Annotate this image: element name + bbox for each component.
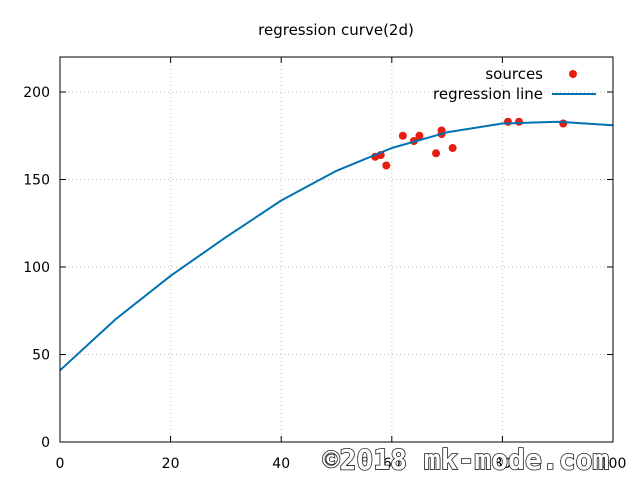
x-tick-label: 60 — [383, 456, 401, 472]
data-point — [559, 119, 568, 128]
data-point — [398, 131, 407, 140]
data-point — [382, 161, 391, 170]
data-point — [503, 117, 512, 126]
x-tick-label: 100 — [600, 456, 627, 472]
legend-point-swatch — [569, 70, 577, 78]
series-layer — [59, 117, 614, 372]
regression-line — [59, 120, 614, 372]
data-point — [415, 131, 424, 140]
grid — [60, 57, 613, 442]
axis-ticks: 0 20 40 60 80 100 0 50 100 150 200 — [23, 57, 626, 472]
data-point — [432, 149, 441, 158]
data-point — [448, 144, 457, 152]
x-tick-label: 80 — [493, 456, 511, 472]
x-tick-label: 40 — [272, 456, 290, 472]
legend-label: regression line — [433, 85, 543, 103]
plot-frame — [59, 56, 614, 443]
y-tick-label: 50 — [32, 348, 50, 364]
y-tick-label: 200 — [23, 85, 50, 101]
x-tick-label: 0 — [56, 456, 65, 472]
legend: sources regression line — [433, 65, 596, 103]
data-point — [514, 117, 523, 126]
x-tick-label: 20 — [162, 456, 180, 472]
y-tick-label: 150 — [23, 173, 50, 189]
y-tick-label: 0 — [41, 435, 50, 451]
legend-label: sources — [485, 65, 543, 83]
watermark: ©2018 mk-mode.com — [323, 443, 610, 476]
y-tick-label: 100 — [23, 260, 50, 276]
chart-title: regression curve(2d) — [258, 21, 414, 39]
